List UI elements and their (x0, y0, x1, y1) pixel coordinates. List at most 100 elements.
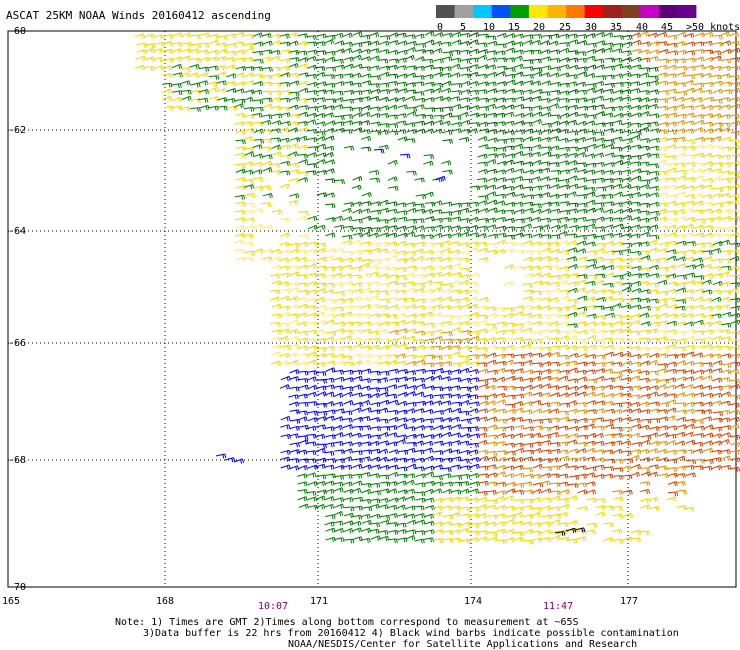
wind-barb (478, 207, 489, 214)
wind-barb (271, 313, 282, 319)
wind-barb (658, 58, 670, 64)
wind-barb (477, 168, 488, 175)
wind-barb (441, 160, 452, 166)
wind-barb (433, 424, 444, 431)
wind-barb (370, 247, 381, 253)
wind-barb (423, 488, 434, 495)
wind-barb (594, 385, 605, 391)
wind-barb (595, 392, 606, 398)
wind-barb (531, 313, 542, 319)
wind-barb (539, 480, 551, 486)
wind-barb (361, 483, 372, 488)
wind-barb (658, 113, 669, 119)
wind-barb (478, 465, 489, 471)
wind-barb (424, 39, 435, 45)
wind-barb (397, 73, 408, 79)
wind-barb (333, 224, 345, 230)
wind-barb (341, 464, 353, 470)
wind-barb (613, 274, 624, 280)
wind-barb (530, 176, 541, 182)
wind-barb (720, 391, 731, 397)
wind-barb (415, 305, 426, 311)
wind-barb (260, 56, 272, 62)
wind-barb (602, 216, 614, 222)
wind-barb (540, 329, 551, 335)
wind-barb (289, 96, 300, 102)
wind-barb (711, 113, 722, 119)
wind-barb (729, 199, 740, 206)
wind-barb (297, 282, 308, 288)
wind-barb (442, 481, 453, 487)
wind-barb (414, 218, 425, 224)
wind-barb (505, 450, 516, 456)
wind-barb (559, 416, 570, 422)
wind-barb (323, 255, 334, 261)
wind-barb (684, 360, 695, 367)
wind-barb (703, 96, 715, 102)
wind-barb (648, 234, 660, 240)
wind-barb (486, 393, 498, 399)
wind-barb (540, 346, 552, 352)
wind-barb (477, 416, 488, 422)
wind-barb (405, 201, 417, 207)
wind-barb (557, 223, 568, 230)
wind-barb (567, 217, 578, 223)
wind-barb (208, 39, 219, 46)
wind-barb (603, 232, 614, 239)
wind-barb (297, 33, 309, 39)
wind-barb (712, 360, 723, 366)
note-line-3: NOAA/NESDIS/Center for Satellite Applica… (288, 639, 637, 650)
wind-barb (657, 72, 668, 78)
wind-barb (585, 218, 597, 224)
wind-barb (603, 522, 614, 528)
wind-barb (513, 49, 524, 55)
wind-barb (415, 482, 426, 488)
wind-barb (657, 448, 668, 455)
wind-barb (361, 73, 372, 79)
wind-barb (134, 33, 145, 39)
wind-barb (433, 265, 444, 271)
wind-barb (307, 49, 318, 55)
wind-barb (631, 48, 642, 54)
wind-barb (486, 129, 498, 135)
wind-barb (603, 178, 614, 184)
wind-barb (469, 208, 480, 214)
wind-barb (586, 344, 597, 351)
wind-barb (451, 121, 462, 128)
wind-barb (478, 368, 489, 374)
wind-barb (440, 240, 451, 246)
wind-barb (477, 161, 488, 167)
wind-barb (685, 264, 697, 270)
wind-barb (333, 306, 344, 312)
wind-barb (279, 241, 290, 247)
wind-barb (404, 297, 416, 303)
wind-barb (657, 41, 668, 47)
wind-barb (442, 56, 453, 62)
wind-barb (369, 417, 381, 423)
wind-barb (154, 65, 165, 71)
wind-barb (234, 248, 245, 254)
wind-barb (332, 425, 343, 431)
wind-barb (388, 40, 399, 46)
wind-barb (559, 90, 570, 96)
wind-barb (711, 433, 722, 439)
wind-barb (334, 503, 344, 509)
wind-barb (406, 106, 418, 112)
wind-barb (405, 417, 416, 423)
wind-barb (262, 154, 273, 160)
wind-barb (342, 240, 353, 246)
wind-barb (324, 289, 335, 295)
wind-barb (253, 208, 264, 214)
wind-barb (649, 306, 660, 312)
wind-barb (593, 432, 604, 439)
wind-barb (387, 266, 398, 272)
wind-barb (441, 425, 453, 431)
wind-barb (387, 176, 398, 182)
wind-barb (442, 129, 453, 136)
wind-barb (351, 473, 363, 479)
wind-barb (388, 409, 399, 415)
wind-barb (450, 440, 461, 446)
wind-barb (711, 335, 723, 342)
wind-barb (693, 419, 704, 425)
wind-barb (675, 41, 686, 47)
